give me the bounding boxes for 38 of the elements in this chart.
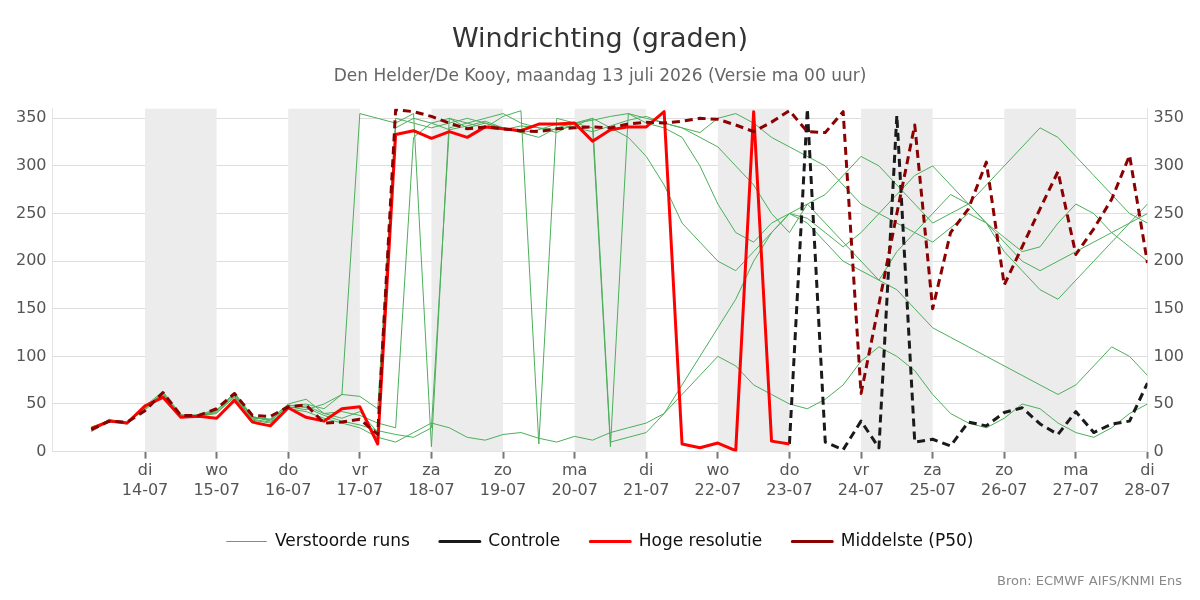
x-tick-label: di 21-07 xyxy=(622,460,670,499)
chart-title: Windrichting (graden) xyxy=(451,22,749,54)
y-tick-label: 350 xyxy=(15,107,47,127)
x-tick-label: vr 17-07 xyxy=(336,460,384,499)
legend-label: Hoge resolutie xyxy=(638,529,763,550)
y-tick-label: 200 xyxy=(15,250,47,270)
chart-subtitle: Den Helder/De Kooy, maandag 13 juli 2026 (Versie ma 00 uur) xyxy=(333,65,867,86)
text: Bron: ECMWF AIFS/KNMI Ens xyxy=(997,573,1183,588)
x-tick-label: za 18-07 xyxy=(408,460,455,499)
x-tick-label: zo 19-07 xyxy=(479,460,527,499)
legend-label: Middelste (P50) xyxy=(840,529,974,550)
x-tick-label: zo 26-07 xyxy=(981,460,1028,499)
y-tick-label: 300 xyxy=(15,155,47,175)
y2-tick-label: 300 xyxy=(1153,155,1185,175)
y2-tick-label: 100 xyxy=(1153,345,1185,365)
x-tick-label: do 16-07 xyxy=(264,460,312,499)
y2-tick-label: 350 xyxy=(1153,107,1185,127)
y2-tick-label: 250 xyxy=(1153,202,1185,222)
y-tick-label: 100 xyxy=(15,345,47,365)
legend-label: Controle xyxy=(488,529,561,550)
x-tick-label: do 23-07 xyxy=(766,460,813,499)
y2-tick-label: 0 xyxy=(1153,440,1164,460)
y-tick-label: 150 xyxy=(15,297,47,317)
x-tick-label: wo 15-07 xyxy=(193,460,240,499)
x-tick-label: ma 20-07 xyxy=(551,460,598,499)
y2-tick-label: 200 xyxy=(1153,250,1185,270)
x-tick-label: za 25-07 xyxy=(909,460,956,499)
x-tick-label: vr 24-07 xyxy=(837,460,885,499)
y-tick-label: 50 xyxy=(26,393,47,413)
y-tick-label: 0 xyxy=(36,440,47,460)
legend-label: Verstoorde runs xyxy=(275,529,410,550)
x-tick-label: wo 22-07 xyxy=(694,460,742,499)
y-tick-label: 250 xyxy=(15,202,47,222)
y2-tick-label: 150 xyxy=(1153,297,1185,317)
x-tick-label: di 14-07 xyxy=(121,460,169,499)
x-tick-label: ma 27-07 xyxy=(1052,460,1100,499)
y2-tick-label: 50 xyxy=(1153,393,1174,413)
x-tick-label: di 28-07 xyxy=(1124,460,1171,499)
